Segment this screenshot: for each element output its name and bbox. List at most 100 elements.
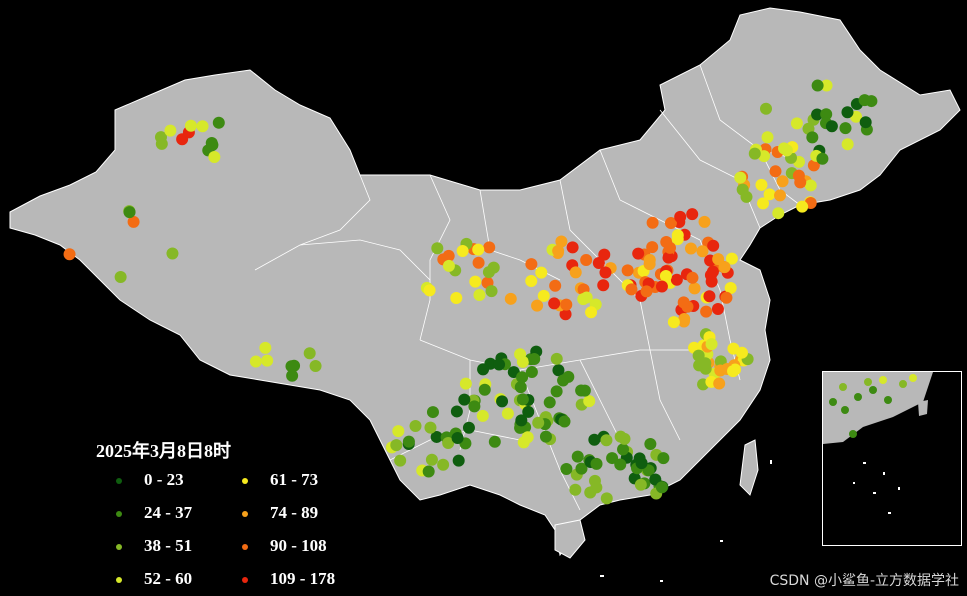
- station-dot: [755, 178, 768, 191]
- station-dot: [772, 207, 785, 220]
- station-dot: [736, 183, 749, 196]
- station-dot: [806, 131, 819, 144]
- station-dot: [655, 481, 668, 494]
- station-dot: [734, 171, 747, 184]
- station-dot: [566, 241, 579, 254]
- station-dot: [663, 241, 676, 254]
- legend-label: 90 - 108: [270, 536, 327, 555]
- legend-label: 0 - 23: [144, 470, 184, 489]
- station-dot: [674, 210, 687, 223]
- station-dot: [600, 434, 613, 447]
- station-dot: [521, 431, 534, 444]
- station-dot: [390, 439, 403, 452]
- station-dot: [859, 116, 872, 129]
- station-dot: [392, 425, 405, 438]
- station-dot: [549, 279, 562, 292]
- legend-label: 74 - 89: [270, 503, 319, 522]
- station-dot: [632, 247, 645, 260]
- station-dot: [426, 406, 439, 419]
- south-sea-islands: [600, 460, 772, 582]
- station-dot: [583, 395, 596, 408]
- station-dot: [588, 433, 601, 446]
- station-dot: [820, 108, 833, 121]
- station-dot: [516, 393, 529, 406]
- station-dot: [655, 280, 668, 293]
- station-dot: [577, 293, 590, 306]
- station-dot: [688, 282, 701, 295]
- station-dot: [825, 120, 838, 133]
- station-dot: [468, 400, 481, 413]
- station-dot: [677, 315, 690, 328]
- station-dot: [249, 355, 262, 368]
- station-dot: [493, 358, 506, 371]
- watermark: CSDN @小鲨鱼-立方数据学社: [769, 573, 959, 589]
- station-dot: [769, 165, 782, 178]
- station-dot: [580, 253, 593, 266]
- station-dot: [725, 252, 738, 265]
- station-dots: [63, 79, 878, 505]
- station-dot: [431, 242, 444, 255]
- station-dot: [811, 79, 824, 92]
- station-dot: [760, 102, 773, 115]
- station-dot: [442, 259, 455, 272]
- station-dot: [597, 279, 610, 292]
- station-dot: [425, 453, 438, 466]
- station-dot: [485, 285, 498, 298]
- legend-swatch: [116, 478, 122, 484]
- station-dot: [560, 463, 573, 476]
- station-dot: [646, 241, 659, 254]
- station-dot: [477, 363, 490, 376]
- station-dot: [711, 303, 724, 316]
- station-dot: [698, 215, 711, 228]
- station-dot: [686, 271, 699, 284]
- station-dot: [796, 200, 809, 213]
- station-dot: [501, 407, 514, 420]
- station-dot: [208, 151, 221, 164]
- station-dot: [496, 395, 509, 408]
- legend-label: 38 - 51: [144, 536, 193, 555]
- legend-swatch: [242, 544, 248, 550]
- station-dot: [703, 290, 716, 303]
- station-dot: [807, 159, 820, 172]
- station-dot: [63, 248, 76, 261]
- station-dot: [590, 481, 603, 494]
- station-dot: [459, 377, 472, 390]
- station-dot: [724, 281, 737, 294]
- station-dot: [472, 256, 485, 269]
- station-dot: [478, 383, 491, 396]
- station-dot: [482, 266, 495, 279]
- station-dot: [667, 316, 680, 329]
- legend-swatch: [116, 577, 122, 583]
- station-dot: [712, 253, 725, 266]
- station-dot: [212, 116, 225, 129]
- legend-swatch: [242, 478, 248, 484]
- station-dot: [531, 299, 544, 312]
- station-dot: [458, 393, 471, 406]
- station-dot: [552, 244, 565, 257]
- station-dot: [858, 94, 871, 107]
- map-title: 2025年3月8日8时: [96, 441, 231, 461]
- station-dot: [422, 465, 435, 478]
- station-dot: [569, 266, 582, 279]
- station-dot: [483, 241, 496, 254]
- legend-swatch: [242, 511, 248, 517]
- station-dot: [700, 305, 713, 318]
- station-dot: [488, 435, 501, 448]
- station-dot: [792, 169, 805, 182]
- legend-label: 52 - 60: [144, 569, 193, 588]
- station-dot: [184, 119, 197, 132]
- station-dot: [790, 117, 803, 130]
- hainan-shape: [554, 519, 586, 559]
- station-dot: [450, 405, 463, 418]
- station-dot: [735, 346, 748, 359]
- station-dot: [550, 385, 563, 398]
- station-dot: [537, 289, 550, 302]
- station-dot: [748, 147, 761, 160]
- station-dot: [525, 258, 538, 271]
- station-dot: [646, 216, 659, 229]
- station-dot: [706, 265, 719, 278]
- station-dot: [114, 271, 127, 284]
- station-dot: [618, 432, 631, 445]
- station-dot: [127, 215, 140, 228]
